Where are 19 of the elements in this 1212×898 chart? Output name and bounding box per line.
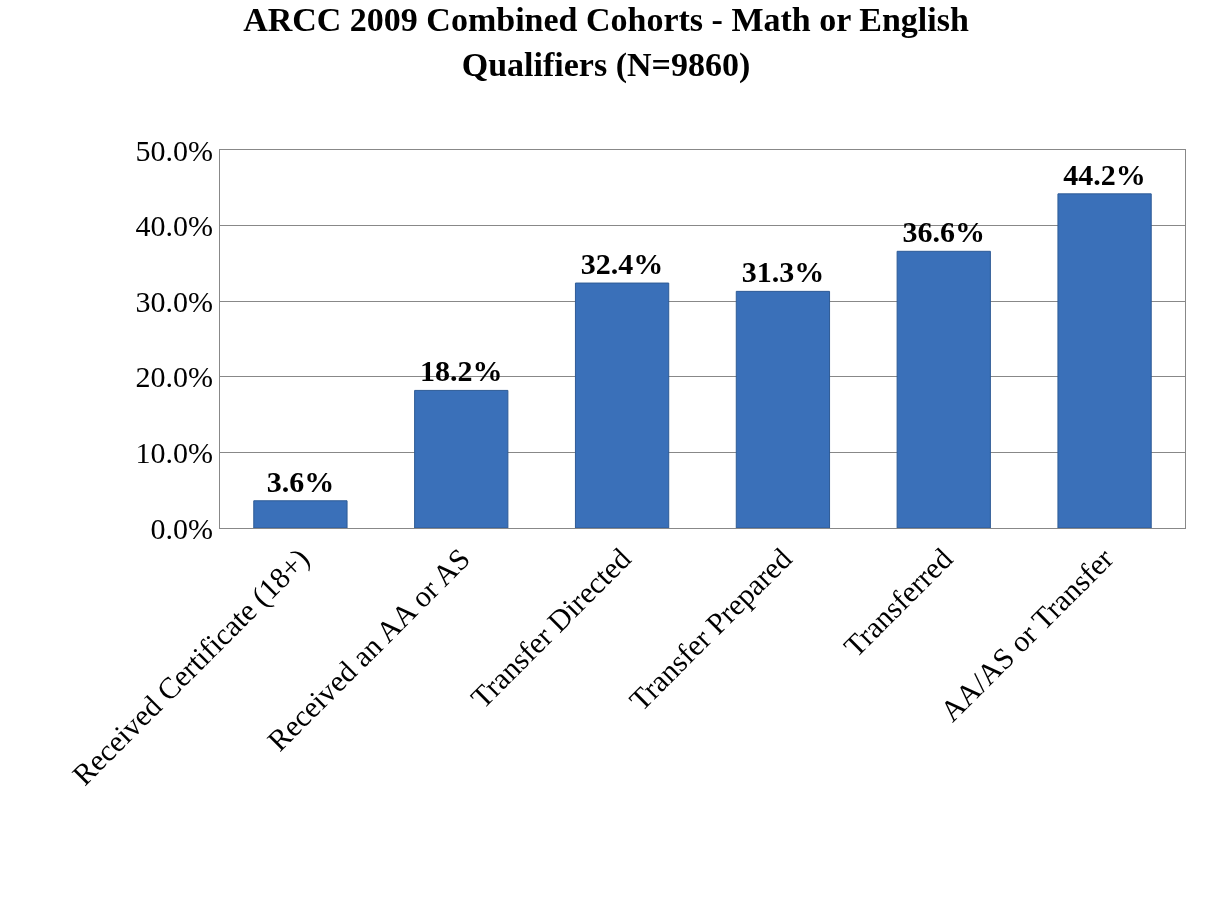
y-tick-label: 10.0% (135, 435, 213, 469)
data-label: 44.2% (1063, 157, 1146, 191)
y-tick-label: 20.0% (135, 360, 213, 394)
data-label: 31.3% (741, 255, 825, 289)
y-tick-label: 0.0% (150, 511, 213, 545)
bar (896, 250, 991, 528)
bar (414, 389, 509, 528)
bar (735, 290, 831, 528)
bar (1057, 193, 1152, 528)
y-tick-label: 30.0% (135, 284, 213, 318)
chart-title: ARCC 2009 Combined Cohorts - Math or English Qualifiers (N=9860) (243, 1, 969, 84)
data-label: 32.4% (580, 247, 664, 281)
bar (253, 500, 348, 528)
y-tick-label: 40.0% (135, 209, 213, 243)
data-label: 18.2% (420, 354, 503, 388)
data-label: 3.6% (266, 464, 335, 498)
data-label: 36.6% (902, 215, 985, 249)
y-tick-label: 50.0% (135, 133, 213, 167)
bar (574, 282, 670, 528)
